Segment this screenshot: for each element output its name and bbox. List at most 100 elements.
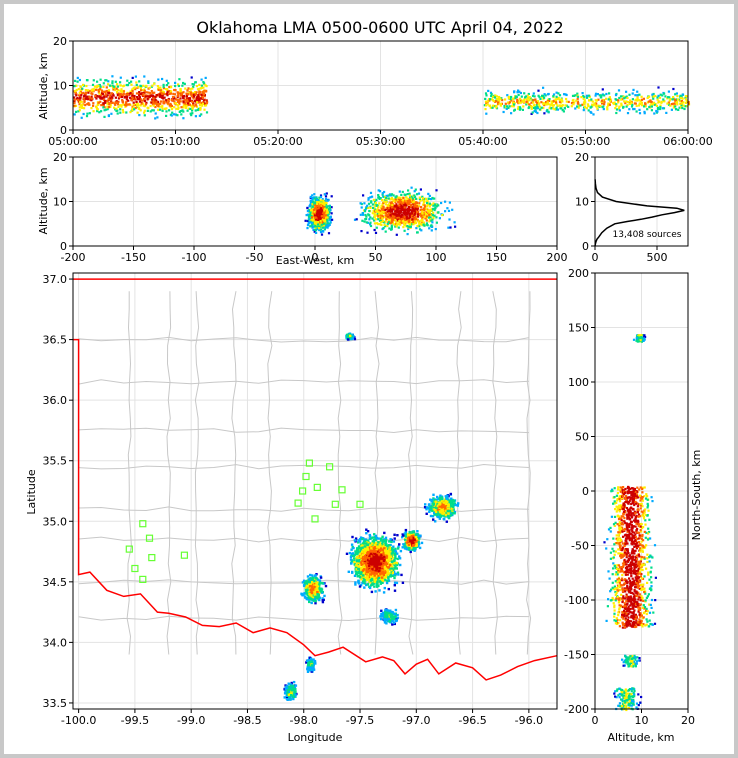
density-cell	[530, 101, 533, 104]
density-cell	[356, 563, 360, 566]
density-cell	[369, 216, 372, 219]
density-cell	[378, 209, 381, 212]
density-cell	[140, 89, 143, 92]
density-cell	[312, 225, 315, 228]
density-cell	[120, 104, 123, 107]
density-cell	[408, 192, 411, 195]
density-cell	[110, 92, 113, 95]
density-cell	[376, 580, 379, 583]
density-cell	[191, 109, 194, 112]
density-cell	[532, 99, 535, 102]
density-cell	[396, 199, 399, 202]
density-cell	[371, 576, 374, 579]
density-cell	[311, 218, 314, 221]
density-cell	[372, 574, 375, 578]
density-cell	[109, 94, 112, 97]
density-cell	[387, 207, 390, 210]
density-cell	[76, 99, 79, 102]
density-cell	[320, 215, 323, 218]
density-cell	[362, 565, 365, 568]
density-cell	[168, 104, 171, 107]
density-cell	[119, 84, 122, 87]
density-cell	[320, 228, 323, 231]
density-cell	[179, 94, 183, 97]
density-cell	[365, 578, 369, 582]
density-cell	[516, 107, 520, 110]
density-cell	[194, 91, 197, 94]
density-cell	[387, 194, 390, 197]
density-cell	[97, 88, 100, 92]
density-cell	[435, 189, 438, 192]
density-cell	[573, 101, 576, 104]
density-cell	[565, 97, 568, 101]
density-cell	[404, 211, 407, 214]
density-cell	[534, 110, 538, 113]
density-cell	[391, 214, 394, 218]
density-cell	[399, 220, 402, 223]
density-cell	[187, 107, 190, 110]
density-cell	[327, 216, 330, 220]
density-cell	[433, 197, 436, 200]
density-cell	[319, 220, 322, 223]
density-cell	[105, 86, 108, 89]
density-cell	[384, 552, 387, 555]
density-cell	[491, 106, 494, 109]
density-cell	[391, 198, 394, 201]
density-cell	[131, 97, 134, 100]
density-cell	[363, 548, 366, 551]
density-cell	[498, 95, 501, 99]
density-cell	[615, 104, 618, 107]
density-cell	[147, 107, 150, 110]
density-cell	[363, 202, 366, 205]
density-cell	[129, 90, 132, 93]
county-line	[78, 463, 529, 470]
density-cell	[379, 539, 383, 542]
density-cell	[374, 590, 377, 593]
density-cell	[356, 561, 359, 565]
density-cell	[116, 103, 120, 106]
density-cell	[361, 219, 364, 222]
density-cell	[570, 105, 573, 108]
density-cell	[390, 228, 393, 231]
density-cell	[399, 209, 402, 212]
density-cell	[367, 577, 370, 580]
density-cell	[394, 561, 397, 564]
x-tick-label: 05:00:00	[48, 135, 97, 148]
density-cell	[601, 102, 604, 105]
density-cell	[318, 207, 321, 210]
density-cell	[202, 86, 205, 89]
density-cell	[622, 105, 625, 108]
density-cell	[350, 552, 354, 556]
density-cell	[126, 103, 129, 106]
density-cell	[326, 199, 329, 202]
density-cell	[661, 94, 664, 97]
density-cell	[388, 227, 391, 230]
density-cell	[495, 105, 498, 108]
density-cell	[371, 582, 374, 585]
density-cell	[369, 561, 372, 564]
density-cell	[396, 552, 399, 555]
density-cell	[378, 211, 381, 214]
x-tick-label: -50	[246, 251, 264, 264]
density-cell	[411, 218, 414, 221]
density-cell	[656, 108, 660, 111]
density-cell	[368, 569, 371, 573]
density-cell	[129, 92, 132, 95]
density-cell	[380, 552, 383, 555]
density-cell	[154, 95, 157, 98]
density-cell	[426, 212, 429, 215]
density-cell	[135, 103, 138, 106]
density-cell	[374, 214, 377, 217]
density-cell	[636, 95, 639, 98]
density-cell	[122, 103, 125, 106]
density-cell	[373, 574, 376, 577]
density-cell	[359, 561, 363, 564]
density-cell	[380, 537, 383, 541]
density-cell	[77, 94, 81, 97]
density-cell	[170, 90, 173, 93]
density-cell	[603, 103, 606, 106]
density-cell	[414, 205, 418, 208]
density-cell	[318, 228, 321, 232]
density-cell	[434, 203, 437, 206]
density-cell	[121, 90, 124, 93]
